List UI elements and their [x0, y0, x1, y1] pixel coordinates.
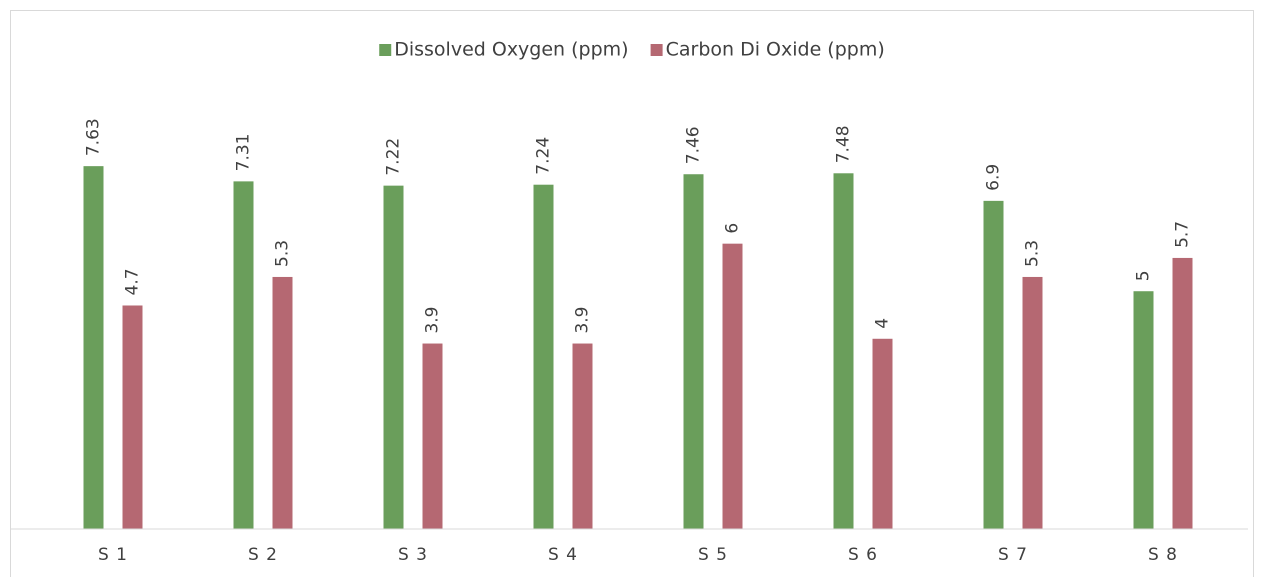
bar: [533, 184, 554, 529]
bar: [272, 276, 293, 529]
bar: [233, 181, 254, 529]
legend-label: Carbon Di Oxide (ppm): [666, 39, 885, 61]
bar: [872, 338, 893, 529]
bar: [1133, 291, 1154, 529]
bar: [683, 174, 704, 530]
data-label: 3.9: [423, 306, 443, 333]
data-label: 7.22: [384, 138, 404, 176]
x-tick-label: S 4: [548, 545, 578, 565]
data-label: 7.63: [84, 118, 104, 156]
bar: [122, 305, 143, 529]
data-label: 3.9: [573, 306, 593, 333]
bar: [422, 343, 443, 529]
x-tick-label: S 6: [848, 545, 878, 565]
data-label: 5.7: [1173, 221, 1193, 248]
bar: [1172, 257, 1193, 529]
bar: [722, 243, 743, 529]
data-label: 4: [873, 318, 893, 329]
x-tick-label: S 2: [248, 545, 278, 565]
data-label: 5: [1134, 270, 1154, 281]
data-label: 4.7: [123, 268, 143, 295]
legend-label: Dissolved Oxygen (ppm): [394, 39, 628, 61]
bar: [383, 185, 404, 529]
bar: [1022, 276, 1043, 529]
x-tick-label: S 5: [698, 545, 728, 565]
bar: [983, 200, 1004, 529]
bar: [833, 173, 854, 530]
data-label: 7.48: [834, 125, 854, 163]
x-tick-label: S 1: [98, 545, 128, 565]
data-label: 6.9: [984, 164, 1004, 191]
data-label: 5.3: [1023, 240, 1043, 267]
legend-swatch: [650, 44, 663, 56]
data-label: 7.31: [233, 134, 253, 172]
data-label: 7.46: [684, 126, 704, 164]
chart-frame: [10, 10, 1254, 581]
data-label: 5.3: [273, 240, 293, 267]
x-tick-label: S 3: [398, 545, 428, 565]
bar: [572, 343, 593, 529]
x-tick-label: S 7: [998, 545, 1028, 565]
x-tick-label: S 8: [1148, 545, 1178, 565]
data-label: 6: [723, 223, 743, 234]
legend-swatch: [379, 44, 392, 56]
bar: [83, 166, 104, 529]
data-label: 7.24: [534, 137, 554, 175]
